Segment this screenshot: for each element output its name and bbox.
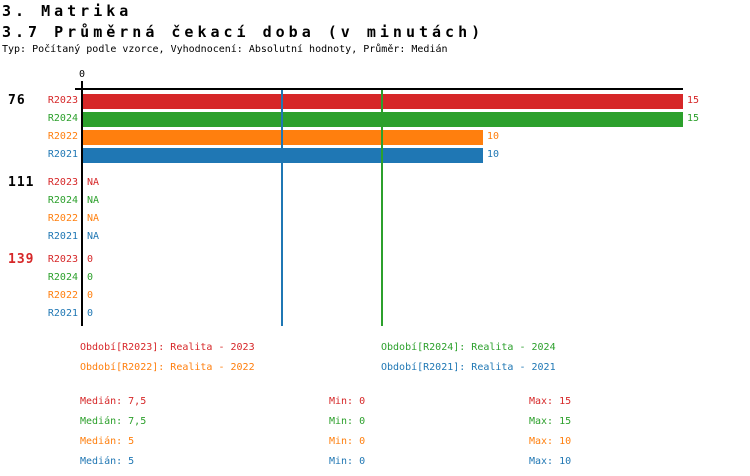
stat-max: Max: 10 bbox=[529, 436, 572, 447]
bar-value-label: 0 bbox=[87, 254, 94, 265]
stat-max: Max: 10 bbox=[529, 456, 572, 467]
series-row-label: R2024 bbox=[47, 113, 78, 124]
stat-max: Max: 15 bbox=[529, 416, 572, 427]
series-row-label: R2024 bbox=[47, 272, 78, 283]
y-axis-line bbox=[81, 81, 83, 326]
series-row-label: R2023 bbox=[47, 177, 78, 188]
bar bbox=[83, 93, 683, 109]
bar-value-label: 0 bbox=[87, 290, 94, 301]
stat-max: Max: 15 bbox=[529, 396, 572, 407]
bar-row: R2023 15 bbox=[0, 92, 750, 110]
stat-min: Min: 0 bbox=[329, 456, 366, 467]
series-row-label: R2023 bbox=[47, 95, 78, 106]
series-row-label: R2022 bbox=[47, 213, 78, 224]
bar-value-label: 10 bbox=[487, 149, 500, 160]
stat-median: Medián: 7,5 bbox=[80, 416, 147, 427]
x-axis-line bbox=[75, 88, 683, 90]
bar-row: R2021 NA bbox=[0, 228, 750, 246]
series-row-label: R2024 bbox=[47, 195, 78, 206]
legend-item: Období[R2024]: Realita - 2024 bbox=[381, 342, 556, 353]
chart-meta: Typ: Počítaný podle vzorce, Vyhodnocení:… bbox=[2, 44, 448, 55]
bar-row: R2023 NA bbox=[0, 174, 750, 192]
bar-value-label: NA bbox=[87, 213, 100, 224]
bar-row: R2024 0 bbox=[0, 269, 750, 287]
bar-value-label: 0 bbox=[87, 272, 94, 283]
bar-value-label: 15 bbox=[687, 95, 700, 106]
bar-row: R2024 15 bbox=[0, 110, 750, 128]
legend-item: Období[R2023]: Realita - 2023 bbox=[80, 342, 255, 353]
median-line bbox=[381, 90, 383, 326]
bar bbox=[83, 147, 483, 163]
bar-row: R2024 NA bbox=[0, 192, 750, 210]
stat-median: Medián: 5 bbox=[80, 436, 135, 447]
bar bbox=[83, 129, 483, 145]
bar-value-label: NA bbox=[87, 195, 100, 206]
median-line bbox=[281, 90, 283, 326]
group-label: 139 bbox=[8, 252, 35, 267]
stat-median: Medián: 7,5 bbox=[80, 396, 147, 407]
bar-value-label: NA bbox=[87, 231, 100, 242]
series-row-label: R2022 bbox=[47, 131, 78, 142]
section-title: 3. Matrika bbox=[2, 2, 133, 20]
bar bbox=[83, 111, 683, 127]
bar-value-label: 0 bbox=[87, 308, 94, 319]
bar-value-label: 10 bbox=[487, 131, 500, 142]
group-label: 76 bbox=[8, 93, 26, 108]
bar-value-label: 15 bbox=[687, 113, 700, 124]
series-row-label: R2022 bbox=[47, 290, 78, 301]
legend-item: Období[R2022]: Realita - 2022 bbox=[80, 362, 255, 373]
stat-median: Medián: 5 bbox=[80, 456, 135, 467]
bar-value-label: NA bbox=[87, 177, 100, 188]
chart-title: 3.7 Průměrná čekací doba (v minutách) bbox=[2, 23, 485, 41]
stat-min: Min: 0 bbox=[329, 436, 366, 447]
group-label: 111 bbox=[8, 175, 35, 190]
stat-min: Min: 0 bbox=[329, 416, 366, 427]
stat-min: Min: 0 bbox=[329, 396, 366, 407]
bar-row: R2022 0 bbox=[0, 287, 750, 305]
bar-row: R2021 10 bbox=[0, 146, 750, 164]
series-row-label: R2021 bbox=[47, 308, 78, 319]
bar-row: R2021 0 bbox=[0, 305, 750, 323]
series-row-label: R2023 bbox=[47, 254, 78, 265]
x-tick-zero-label: 0 bbox=[78, 69, 86, 80]
series-row-label: R2021 bbox=[47, 149, 78, 160]
bar-row: R2023 0 bbox=[0, 251, 750, 269]
bar-row: R2022 10 bbox=[0, 128, 750, 146]
bar-row: R2022 NA bbox=[0, 210, 750, 228]
legend-item: Období[R2021]: Realita - 2021 bbox=[381, 362, 556, 373]
series-row-label: R2021 bbox=[47, 231, 78, 242]
